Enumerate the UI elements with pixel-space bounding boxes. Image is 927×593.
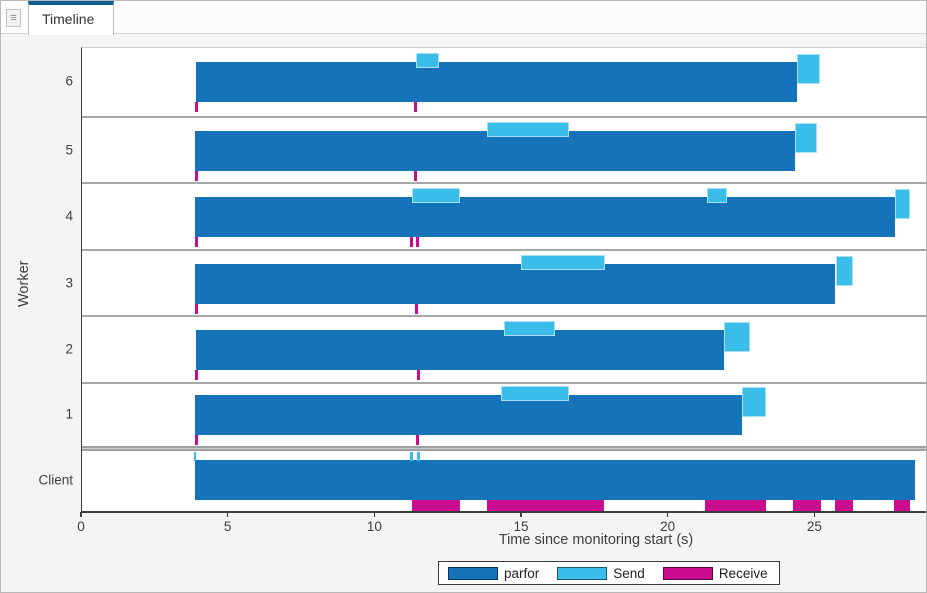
legend-item-parfor[interactable]: parfor [448,566,539,581]
x-tick-label: 10 [366,519,382,534]
receive-tick[interactable] [415,303,419,314]
x-tick-mark [813,512,816,517]
send-end-bar[interactable] [794,122,818,153]
row-label-6: 6 [65,73,73,89]
parfor-bar[interactable] [194,263,835,304]
row-label-4: 4 [65,208,73,224]
row-label-2: 2 [65,341,73,357]
receive-bar[interactable] [893,499,910,511]
send-bar[interactable] [412,188,461,204]
send-end-bar[interactable] [797,54,821,85]
parfor-bar[interactable] [196,330,724,371]
receive-tick[interactable] [416,237,419,248]
send-bar[interactable] [520,254,605,270]
receive-bar[interactable] [486,499,604,511]
row-label-5: 5 [65,142,73,158]
x-tick-mark [226,512,229,517]
row-separator [82,315,926,317]
row-separator [82,182,926,184]
x-tick-mark [666,512,669,517]
row-separator [82,381,926,384]
legend-label: parfor [504,565,540,581]
x-tick-mark [80,512,82,517]
receive-tick[interactable] [195,370,199,381]
receive-tick[interactable] [414,170,418,181]
legend-item-receive[interactable]: Receive [662,565,768,581]
timeline-chart [81,47,926,513]
receive-tick[interactable] [195,170,199,181]
send-end-bar[interactable] [723,322,750,353]
receive-tick[interactable] [195,102,199,113]
send-bar[interactable] [707,188,728,204]
tab-timeline[interactable]: Timeline [28,1,114,35]
row-separator [82,115,926,118]
receive-tick[interactable] [416,435,419,445]
x-tick-label: 5 [223,519,232,534]
send-end-bar[interactable] [742,387,767,417]
send-tick[interactable] [417,452,420,461]
send-end-bar[interactable] [835,255,853,286]
send-bar[interactable] [416,53,439,69]
tab-title: Timeline [42,11,95,27]
legend: parfor Send Receive [438,561,780,585]
receive-tick[interactable] [414,102,418,113]
x-tick-label: 0 [77,519,85,534]
tab-bar: ≡ Timeline [1,1,926,35]
x-tick-label: 15 [513,519,529,534]
parfor-bar[interactable] [196,62,798,103]
receive-bar[interactable] [705,499,767,511]
receive-tick[interactable] [195,303,199,314]
send-tick[interactable] [193,452,197,461]
panel-menu-icon[interactable]: ≡ [6,9,21,27]
row-label-3: 3 [65,275,73,291]
x-tick-label: 20 [660,519,676,534]
row-label-Client: Client [38,472,73,487]
client-separator [82,445,926,451]
legend-swatch-parfor [448,566,498,580]
send-end-bar[interactable] [895,189,911,220]
parfor-bar[interactable] [194,460,916,500]
x-tick-label: 25 [806,519,822,534]
receive-bar[interactable] [793,499,822,511]
receive-tick[interactable] [410,237,414,248]
legend-item-send[interactable]: Send [557,566,645,581]
receive-tick[interactable] [416,370,420,381]
send-bar[interactable] [487,121,569,137]
send-bar[interactable] [501,386,569,401]
parfor-bar[interactable] [194,197,896,238]
legend-label: Send [613,565,645,581]
x-axis-label: Time since monitoring start (s) [498,532,694,548]
legend-swatch-send [557,566,608,580]
legend-swatch-receive [662,566,713,580]
x-tick-mark [520,512,522,517]
parfor-bar[interactable] [194,130,795,171]
parfor-bar[interactable] [194,395,743,435]
row-label-1: 1 [65,406,73,422]
x-tick-mark [373,512,376,517]
receive-tick[interactable] [195,435,199,445]
row-separator [82,248,926,251]
send-bar[interactable] [503,321,556,337]
receive-bar[interactable] [412,499,461,511]
receive-tick[interactable] [195,237,199,248]
receive-bar[interactable] [834,499,853,511]
legend-label: Receive [718,565,768,581]
send-tick[interactable] [410,452,413,461]
